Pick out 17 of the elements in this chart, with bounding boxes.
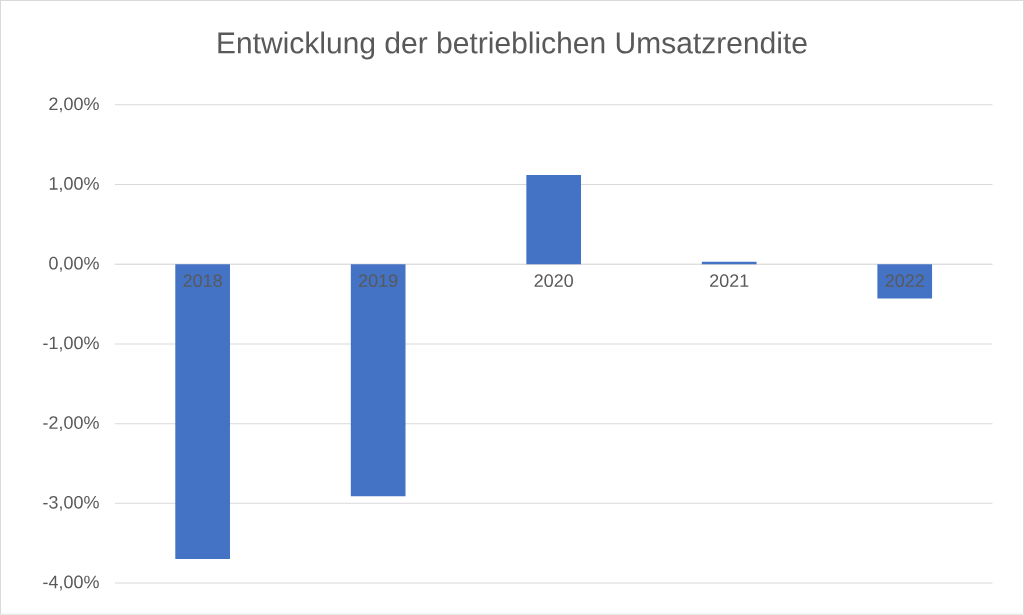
y-tick-label: -1,00% [43, 336, 99, 352]
bar [877, 264, 933, 299]
x-tick-label: 2019 [359, 274, 398, 288]
y-tick-label: 1,00% [49, 177, 99, 193]
x-tick-label: 2021 [710, 274, 749, 288]
bar [350, 264, 406, 497]
x-tick-label: 2022 [885, 274, 924, 288]
y-tick-label: -4,00% [43, 575, 99, 591]
x-tick-label: 2018 [183, 274, 222, 288]
y-tick-label: -2,00% [43, 416, 99, 432]
bar [526, 175, 582, 265]
x-tick-label: 2020 [534, 274, 573, 288]
y-tick-label: 0,00% [49, 256, 99, 272]
chart-title: Entwicklung der betrieblichen Umsatzrendite [218, 31, 807, 60]
y-tick-label: -3,00% [43, 495, 99, 511]
y-tick-label: 2,00% [49, 97, 99, 113]
bar [175, 264, 230, 560]
